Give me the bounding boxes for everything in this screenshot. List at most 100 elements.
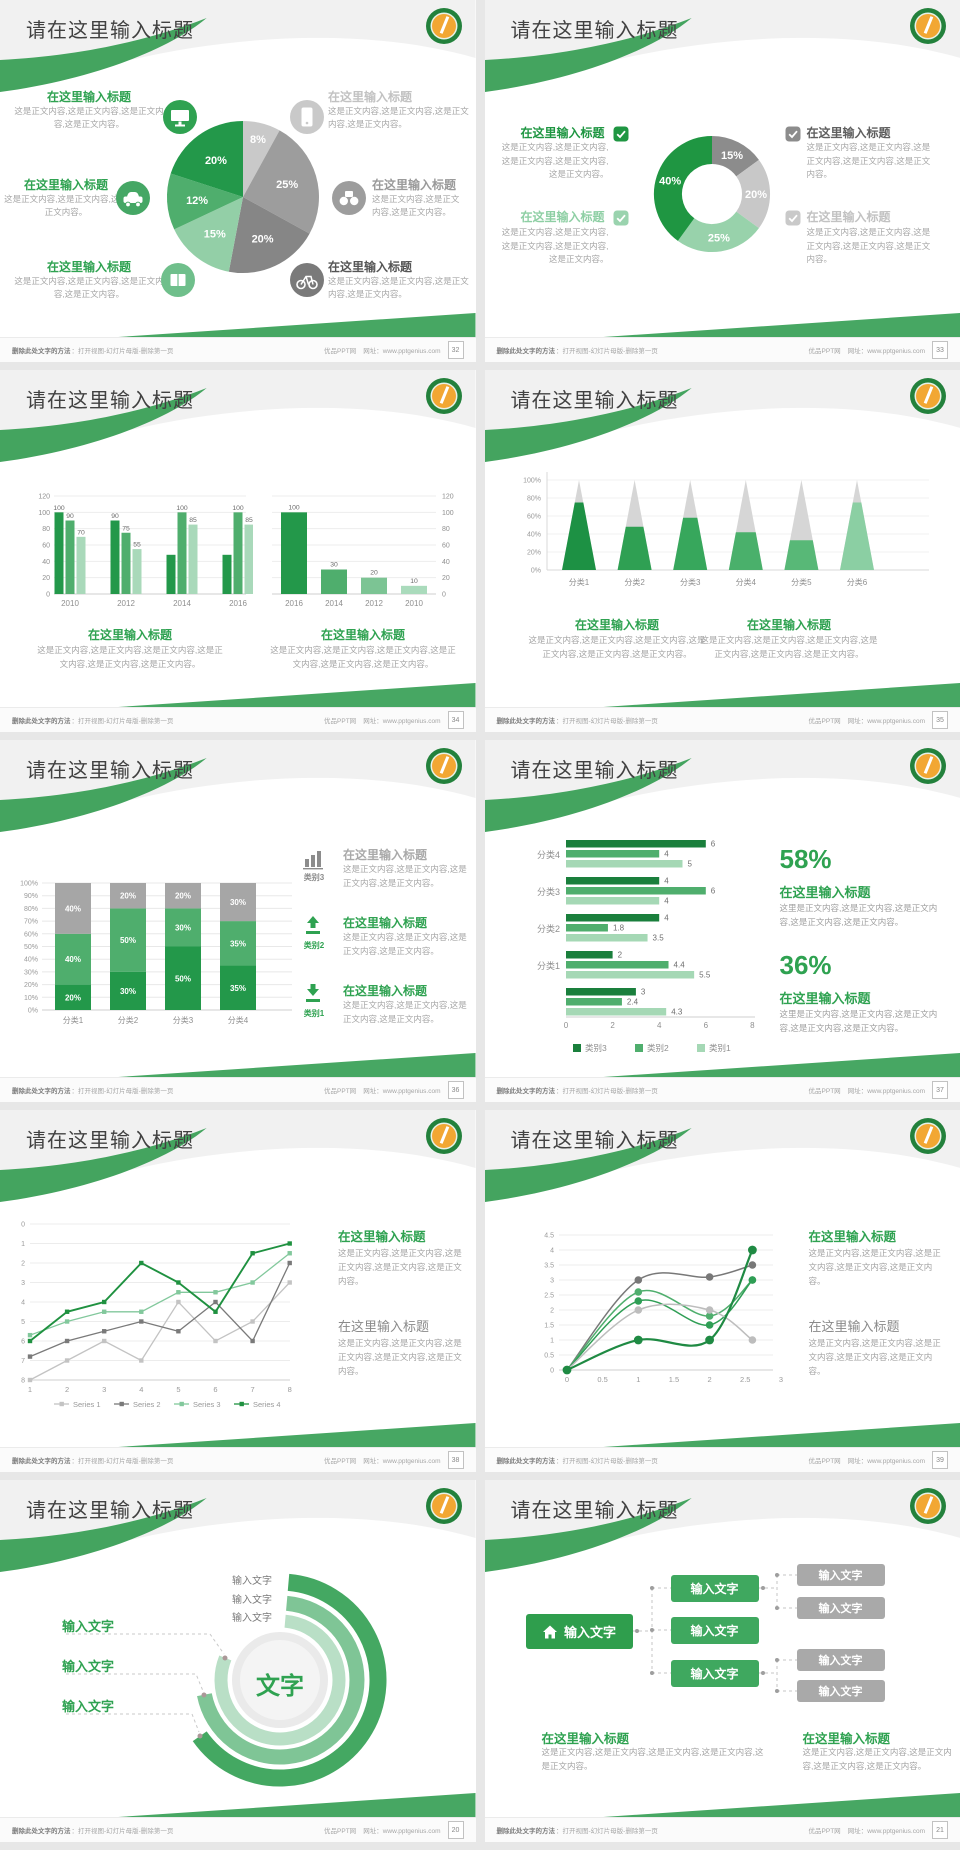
- bottom-wedge: [602, 1053, 960, 1077]
- bar: [565, 877, 659, 885]
- chart-label: 60%: [24, 931, 38, 938]
- data-point: [176, 1299, 181, 1305]
- chart-label: 50%: [24, 944, 38, 951]
- chart-label: 20: [370, 570, 378, 577]
- slide-thumbnail-8[interactable]: 请在这里输入标题 0 0.5 1 1.5 2 2.5 3 3.5 4 4.5 0 0.5 1 1.5 2 2.…: [484, 1110, 960, 1472]
- page-number: 35: [932, 711, 948, 729]
- box-label: 输入文字: [818, 1603, 863, 1615]
- header-swoosh: [0, 1480, 476, 1572]
- legend-marker: [59, 1401, 64, 1407]
- page-number: 38: [447, 1451, 464, 1469]
- checkbox-icon: [613, 210, 628, 226]
- footer-url: 网址：www.pptgenius.com: [363, 348, 441, 355]
- slide-title: 请在这里输入标题: [510, 390, 679, 412]
- footer-howto-bold: 删除此处文字的方法: [12, 1828, 71, 1835]
- slide-thumbnail-1[interactable]: 请在这里输入标题 8% 25% 20% 15% 12% 20% 在这里输入标题 这是正文内容,…: [0, 0, 476, 362]
- slide-thumbnail-7[interactable]: 请在这里输入标题 8 7 6 5 4 3 2 1 0 1 2 3 4 5 6 7 8 Series 1 Series…: [0, 1110, 476, 1472]
- box-body: 这是正文内容,这是正文内容,这是正文内容,这是正文内容,这是正文内容。: [808, 1248, 941, 1287]
- slide-thumbnail-5[interactable]: 请在这里输入标题 0% 10% 20% 30% 40% 50% 60% 70% 80% 90% 10…: [0, 740, 476, 1102]
- series-line: [29, 1242, 290, 1342]
- slide-thumbnail-2[interactable]: 请在这里输入标题 15% 20% 25% 40% 在这里输入标题 这是正文内容,这是正文内…: [484, 0, 960, 362]
- series-curve: [566, 1249, 753, 1372]
- bar-segment: [110, 883, 146, 909]
- callout-body: 这是正文内容,这是正文内容,这是正文内容。: [372, 194, 460, 218]
- footer-right: 优品PPT网 网址：www.pptgenius.com 33: [809, 341, 948, 359]
- chart-label: 5: [176, 1385, 180, 1394]
- footer-howto-bold: 删除此处文字的方法: [12, 718, 71, 725]
- bar: [565, 924, 608, 932]
- slide-thumbnail-6[interactable]: 请在这里输入标题 6 4 5 分类4 4 6 4 分类3 4 1.8 3.5 分类2 2 4.4 5.5 分类…: [484, 740, 960, 1102]
- slide-content: 15% 20% 25% 40% 在这里输入标题 这是正文内容,这是正文内容,这是正文内容,…: [485, 0, 960, 362]
- chart-label: 类别2: [647, 1043, 669, 1053]
- slide-thumbnail-3[interactable]: 请在这里输入标题 0 20 40 60 80 100 120 100 90 70 2010 90 75 5…: [0, 370, 476, 732]
- slide-title: 请在这里输入标题: [26, 1500, 194, 1522]
- footer-howto-bold: 删除此处文字的方法: [12, 1088, 71, 1095]
- connector-dot: [774, 1658, 779, 1662]
- box-title: 在这里输入标题: [802, 1732, 891, 1746]
- box-title: 在这里输入标题: [87, 628, 172, 642]
- callout-title: 在这里输入标题: [520, 126, 605, 140]
- chart-label: Series 3: [193, 1400, 221, 1409]
- slide-thumbnail-10[interactable]: 请在这里输入标题 输入文字 输入文字 输入文字 输入文字 输入文字 输入文字 输入文字 输入文…: [484, 1480, 960, 1842]
- chart-label: 40: [442, 559, 450, 566]
- footer-url: 网址：www.pptgenius.com: [847, 718, 925, 725]
- data-point: [705, 1306, 713, 1314]
- checkbox-icon: [785, 210, 800, 226]
- root-box: 输入文字: [525, 1614, 633, 1649]
- chart-label: 1.5: [544, 1323, 554, 1330]
- page-number: 37: [932, 1081, 948, 1099]
- bar-chart-icon: [303, 851, 323, 870]
- chart-label: 40: [42, 559, 50, 566]
- data-point: [64, 1358, 70, 1363]
- data-point: [748, 1336, 756, 1344]
- chart-label: 80%: [526, 496, 540, 503]
- connector-dot: [774, 1689, 779, 1693]
- chart-label: 2014: [173, 599, 191, 608]
- slide-title: 请在这里输入标题: [26, 1130, 194, 1152]
- slide-footer: 删除此处文字的方法：打开视图-幻灯片母版-删除第一页 优品PPT网 网址：www…: [0, 337, 476, 362]
- bar: [565, 914, 659, 922]
- chart-label: 0.5: [544, 1353, 554, 1360]
- series-line: [29, 1262, 291, 1358]
- bar-segment: [220, 921, 256, 966]
- chart-label: 2010: [61, 599, 79, 608]
- chart-label: 5: [21, 1319, 25, 1326]
- bottom-wedge: [118, 313, 476, 337]
- box-label: 输入文字: [690, 1624, 739, 1638]
- footer-howto: 删除此处文字的方法：打开视图-幻灯片母版-删除第一页: [12, 1085, 173, 1095]
- bar-segment: [165, 946, 201, 1010]
- chart-label: 100: [288, 504, 300, 511]
- legend-marker: [239, 1401, 244, 1407]
- bar: [565, 971, 694, 979]
- box-label: 输入文字: [563, 1625, 616, 1640]
- chart-label: 3: [640, 988, 645, 997]
- chart-label: 分类1: [536, 960, 559, 971]
- chart-label: 4: [664, 877, 669, 886]
- chart-label: 4: [550, 1248, 554, 1255]
- chart-label: 6: [213, 1385, 217, 1394]
- donut-segment: [710, 135, 759, 177]
- footer-howto-rest: ：打开视图-幻灯片母版-删除第一页: [556, 1828, 658, 1835]
- slide-thumbnail-9[interactable]: 请在这里输入标题 文字 输入文字 输入文字 输入文字 输入文字 输入文字 输入文字 删除此处…: [0, 1480, 476, 1842]
- callout-body: 这是正文内容,这是正文内容,这是正文内容。: [4, 194, 128, 218]
- slide-content: 文字 输入文字 输入文字 输入文字 输入文字 输入文字 输入文字: [0, 1480, 476, 1842]
- ring-arc: [214, 1614, 346, 1746]
- chart-label: 5.5: [699, 971, 711, 980]
- slide-footer: 删除此处文字的方法：打开视图-幻灯片母版-删除第一页 优品PPT网 网址：www…: [484, 707, 960, 732]
- car-icon: [116, 181, 150, 215]
- cone-chart: 0% 20% 40% 60% 80% 100% 分类1 分类2 分类3 分类4 分类5 分类6: [523, 472, 929, 587]
- header-swoosh: [484, 1110, 960, 1202]
- legend-swatch: [634, 1044, 643, 1052]
- chart-label: 8%: [250, 134, 266, 146]
- category-label: 类别2: [303, 941, 325, 950]
- chart-label: 100: [38, 510, 50, 517]
- footer-howto-rest: ：打开视图-幻灯片母版-删除第一页: [556, 348, 658, 355]
- chart-label: 2014: [325, 599, 343, 608]
- footer-howto-bold: 删除此处文字的方法: [496, 348, 556, 355]
- data-point: [139, 1358, 144, 1363]
- chart-label: 分类6: [846, 577, 867, 587]
- center-label: 文字: [256, 1673, 304, 1700]
- slide-thumbnail-4[interactable]: 请在这里输入标题 0% 20% 40% 60% 80% 100% 分类1 分类2 分类3 分类4 分…: [484, 370, 960, 732]
- bar-segment: [220, 883, 256, 922]
- header-swoosh: [484, 740, 960, 832]
